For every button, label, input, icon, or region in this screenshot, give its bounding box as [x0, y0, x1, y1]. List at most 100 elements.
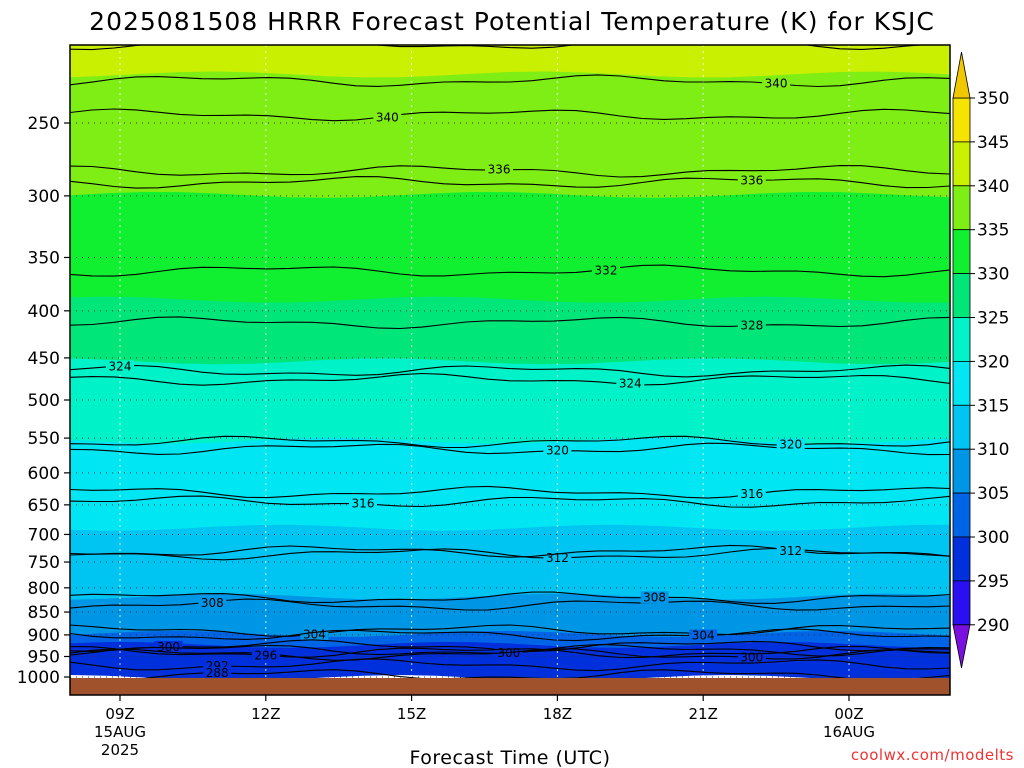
colorbar-segment — [952, 580, 971, 626]
contour-line — [70, 495, 950, 508]
contour-label-bg — [485, 163, 514, 176]
ground-below-surface — [70, 678, 950, 695]
contour-line — [70, 485, 950, 499]
contour-line — [70, 624, 950, 637]
contour-label: 312 — [779, 544, 802, 558]
y-tick-label: 500 — [28, 391, 60, 411]
contour-line — [70, 176, 950, 189]
x-tick-label: 21Z — [689, 705, 718, 723]
contour-label: 304 — [692, 629, 715, 643]
colorbar-label: 295 — [977, 572, 1009, 592]
contour-label-bg — [251, 649, 280, 662]
contour-label: 304 — [303, 628, 326, 642]
contour-label-bg — [373, 111, 402, 124]
contour-label: 344 — [765, 34, 788, 48]
y-tick-label: 600 — [28, 464, 60, 484]
color-fill-bands — [70, 45, 950, 681]
color-band — [70, 191, 950, 305]
contour-label-bg — [494, 647, 523, 660]
colorbar-label: 290 — [977, 616, 1009, 636]
contour-line — [70, 591, 950, 604]
contour-label: 336 — [740, 173, 763, 187]
contour-line — [70, 108, 950, 122]
contour-label: 296 — [254, 649, 277, 663]
y-tick-label: 650 — [28, 496, 60, 516]
color-band — [70, 296, 950, 367]
colorbar-label: 320 — [977, 352, 1009, 372]
colorbar-segment — [952, 360, 971, 406]
x-tick-label: 00Z — [834, 705, 863, 723]
contour-label-bg — [154, 640, 183, 653]
contour-line — [70, 74, 950, 88]
colorbar-segment — [952, 185, 971, 231]
contour-label-bg — [616, 377, 645, 390]
contour-label-bg — [203, 667, 232, 680]
y-tick-label: 250 — [28, 114, 60, 134]
contour-label-bg — [737, 174, 766, 187]
contour-label: 308 — [201, 596, 224, 610]
y-tick-label: 450 — [28, 349, 60, 369]
contour-line — [70, 645, 950, 659]
color-band — [70, 524, 950, 602]
contour-label: 320 — [546, 444, 569, 458]
plot-frame — [69, 44, 951, 696]
colorbar-segment — [952, 273, 971, 318]
contour-label-bg — [776, 438, 805, 451]
contour-label: 308 — [643, 590, 666, 604]
x-tick-label: 12Z — [251, 705, 280, 723]
colorbar-segment — [952, 141, 971, 187]
colorbar: 350 345 340 335 330 325 320 315 310 305 300 295 290 — [952, 51, 1009, 669]
y-tick-label: 750 — [28, 553, 60, 573]
colorbar-label: 310 — [977, 440, 1009, 460]
y-tick-label: 950 — [28, 648, 60, 668]
colorbar-segment — [952, 229, 971, 274]
y-tick-label: 350 — [28, 248, 60, 268]
x-axis-label: Forecast Time (UTC) — [410, 747, 611, 768]
contour-line — [70, 316, 950, 330]
chart-title: 2025081508 HRRR Forecast Potential Tempe… — [89, 7, 935, 36]
contour-line — [70, 628, 950, 642]
colorbar-label: 345 — [977, 133, 1009, 153]
x-tick-date: 15AUG — [94, 723, 146, 741]
y-tick-label: 550 — [28, 429, 60, 449]
y-tick-label: 700 — [28, 525, 60, 545]
contour-label: 328 — [740, 319, 763, 333]
color-band — [70, 71, 950, 200]
y-tick-label: 850 — [28, 603, 60, 623]
contour-label: 320 — [779, 438, 802, 452]
colorbar-under-arrow — [952, 624, 971, 669]
contour-label-bg — [762, 45, 791, 48]
colorbar-segment — [952, 492, 971, 538]
contour-label-bg — [737, 319, 766, 332]
x-tick-label: 09Z — [105, 705, 134, 723]
contour-label: 300 — [157, 640, 180, 654]
contour-label-bg — [106, 360, 134, 373]
contour-label-bg — [689, 629, 718, 642]
y-axis-ticks: 250 300 350 400 450 500 550 600 650 700 750 800 850 9… — [17, 114, 70, 688]
x-tick-date: 16AUG — [823, 723, 875, 741]
contour-label: 336 — [488, 163, 511, 177]
x-tick-label: 15Z — [397, 705, 426, 723]
colorbar-label: 340 — [977, 177, 1009, 197]
contour-label-bg — [592, 264, 620, 277]
contour-label: 288 — [206, 666, 229, 680]
x-tick-label: 18Z — [543, 705, 572, 723]
contour-label-bg — [640, 591, 669, 604]
contour-label-bg — [737, 651, 766, 664]
contour-label-bg — [543, 444, 572, 457]
colorbar-segment — [952, 448, 971, 494]
colorbar-over-arrow — [952, 51, 971, 99]
contour-label-bg — [349, 497, 377, 510]
y-tick-label: 300 — [28, 187, 60, 207]
contour-label: 324 — [619, 377, 642, 391]
colorbar-label: 350 — [977, 89, 1009, 109]
contour-label: 324 — [109, 359, 132, 373]
contour-label: 316 — [740, 487, 763, 501]
contour-line — [70, 648, 950, 661]
contour-label: 316 — [352, 497, 375, 511]
contour-label-bg — [198, 596, 227, 609]
contour-label: 332 — [595, 263, 618, 277]
